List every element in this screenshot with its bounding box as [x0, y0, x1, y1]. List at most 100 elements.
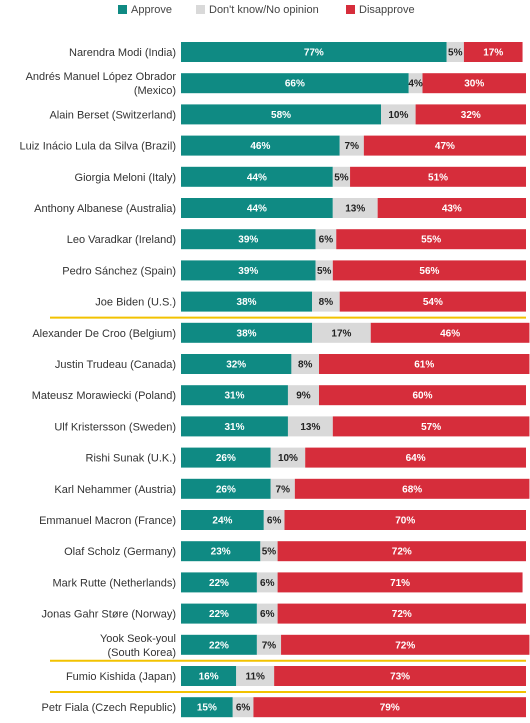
- bar-approve: [181, 510, 264, 530]
- data-label: 60%: [412, 391, 432, 402]
- category-label: Karl Nehammer (Austria): [54, 484, 176, 496]
- data-label: 22%: [209, 609, 229, 620]
- bar-approve: [181, 198, 333, 218]
- bar-approve: [181, 634, 257, 655]
- legend: Approve Don't know/No opinion Disapprove: [118, 4, 415, 16]
- data-label: 47%: [435, 141, 455, 152]
- bar-disapprove: [319, 354, 530, 374]
- data-label: 9%: [296, 391, 311, 402]
- data-label: 56%: [419, 266, 439, 277]
- bar-disapprove: [332, 416, 530, 437]
- legend-label-1: Don't know/No opinion: [209, 4, 319, 16]
- data-label: 57%: [421, 422, 441, 433]
- bar-approve: [181, 104, 382, 125]
- bar-disapprove: [332, 260, 526, 281]
- bar-no-opinion: [332, 198, 378, 218]
- bar-no-opinion: [312, 291, 340, 312]
- data-label: 64%: [406, 453, 426, 464]
- bar-approve: [181, 322, 313, 343]
- bar-approve: [181, 572, 257, 593]
- data-label: 61%: [414, 360, 434, 371]
- bar-approve: [181, 260, 316, 281]
- data-label: 38%: [237, 328, 257, 339]
- data-label: 24%: [212, 516, 232, 527]
- data-label: 70%: [395, 516, 415, 527]
- data-label: 17%: [331, 328, 351, 339]
- bar-approve: [181, 416, 288, 437]
- category-label: Emmanuel Macron (France): [39, 515, 176, 527]
- category-label: Luiz Inácio Lula da Silva (Brazil): [19, 141, 176, 153]
- data-label: 10%: [388, 110, 408, 121]
- data-label: 31%: [224, 391, 244, 402]
- data-label: 5%: [448, 48, 463, 59]
- data-label: 7%: [276, 484, 291, 495]
- bar-approve: [181, 478, 271, 499]
- data-label: 39%: [238, 266, 258, 277]
- bar-no-opinion: [446, 42, 464, 62]
- data-label: 44%: [247, 172, 267, 183]
- category-label: Andrés Manuel López Obrador (Mexico): [26, 71, 177, 97]
- bar-disapprove: [277, 572, 523, 593]
- category-label: Mark Rutte (Netherlands): [53, 577, 177, 589]
- bar-disapprove: [305, 447, 526, 468]
- data-label: 13%: [345, 204, 365, 215]
- bar-approve: [181, 385, 288, 406]
- data-label: 44%: [247, 204, 267, 215]
- bar-approve: [181, 166, 333, 187]
- category-label: Pedro Sánchez (Spain): [62, 265, 176, 277]
- bar-approve: [181, 666, 237, 686]
- data-label: 32%: [226, 360, 246, 371]
- bar-disapprove: [463, 42, 523, 62]
- data-label: 51%: [428, 172, 448, 183]
- data-label: 8%: [298, 360, 313, 371]
- data-label: 38%: [237, 297, 257, 308]
- data-label: 30%: [464, 79, 484, 90]
- data-label: 6%: [267, 516, 282, 527]
- category-label: Leo Varadkar (Ireland): [67, 234, 176, 246]
- bar-disapprove: [294, 478, 530, 499]
- category-label: Anthony Albanese (Australia): [34, 203, 176, 215]
- bar-approve: [181, 291, 313, 312]
- category-label: Narendra Modi (India): [69, 47, 176, 59]
- data-label: 22%: [209, 640, 229, 651]
- bar-no-opinion: [287, 385, 319, 406]
- data-label: 6%: [260, 609, 275, 620]
- data-label: 68%: [402, 484, 422, 495]
- bar-disapprove: [415, 104, 526, 125]
- bar-no-opinion: [263, 510, 285, 530]
- data-label: 77%: [304, 48, 324, 59]
- category-label: Jonas Gahr Støre (Norway): [42, 609, 176, 621]
- bar-no-opinion: [260, 541, 278, 562]
- data-label: 11%: [245, 672, 265, 683]
- bar-approve: [181, 42, 447, 62]
- category-label: Fumio Kishida (Japan): [66, 671, 176, 683]
- bars: 77% 5% 17% 66% 4% 30% 58% 10% 32% 46% 7% 47% 44% 5% 51…: [181, 42, 530, 718]
- bar-no-opinion: [315, 229, 337, 250]
- legend-swatch-0: [118, 5, 127, 14]
- category-labels: Narendra Modi (India) Andrés Manuel López…: [19, 47, 176, 714]
- bar-disapprove: [319, 385, 526, 406]
- data-label: 23%: [211, 547, 231, 558]
- bar-disapprove: [377, 198, 526, 218]
- bar-approve: [181, 603, 257, 624]
- category-label: Petr Fiala (Czech Republic): [42, 702, 177, 714]
- category-label: Rishi Sunak (U.K.): [86, 453, 176, 465]
- data-label: 72%: [392, 547, 412, 558]
- bar-no-opinion: [232, 697, 254, 718]
- bar-no-opinion: [270, 478, 295, 499]
- bar-approve: [181, 354, 292, 374]
- data-label: 22%: [209, 578, 229, 589]
- bar-no-opinion: [381, 104, 416, 125]
- legend-swatch-1: [196, 5, 205, 14]
- bar-no-opinion: [256, 572, 278, 593]
- legend-swatch-2: [346, 5, 355, 14]
- category-label: Alain Berset (Switzerland): [49, 109, 176, 121]
- data-label: 58%: [271, 110, 291, 121]
- category-label: Mateusz Morawiecki (Poland): [32, 390, 176, 402]
- bar-disapprove: [274, 666, 526, 686]
- data-label: 26%: [216, 453, 236, 464]
- bar-disapprove: [284, 510, 526, 530]
- data-label: 6%: [236, 703, 251, 714]
- bar-no-opinion: [270, 447, 306, 468]
